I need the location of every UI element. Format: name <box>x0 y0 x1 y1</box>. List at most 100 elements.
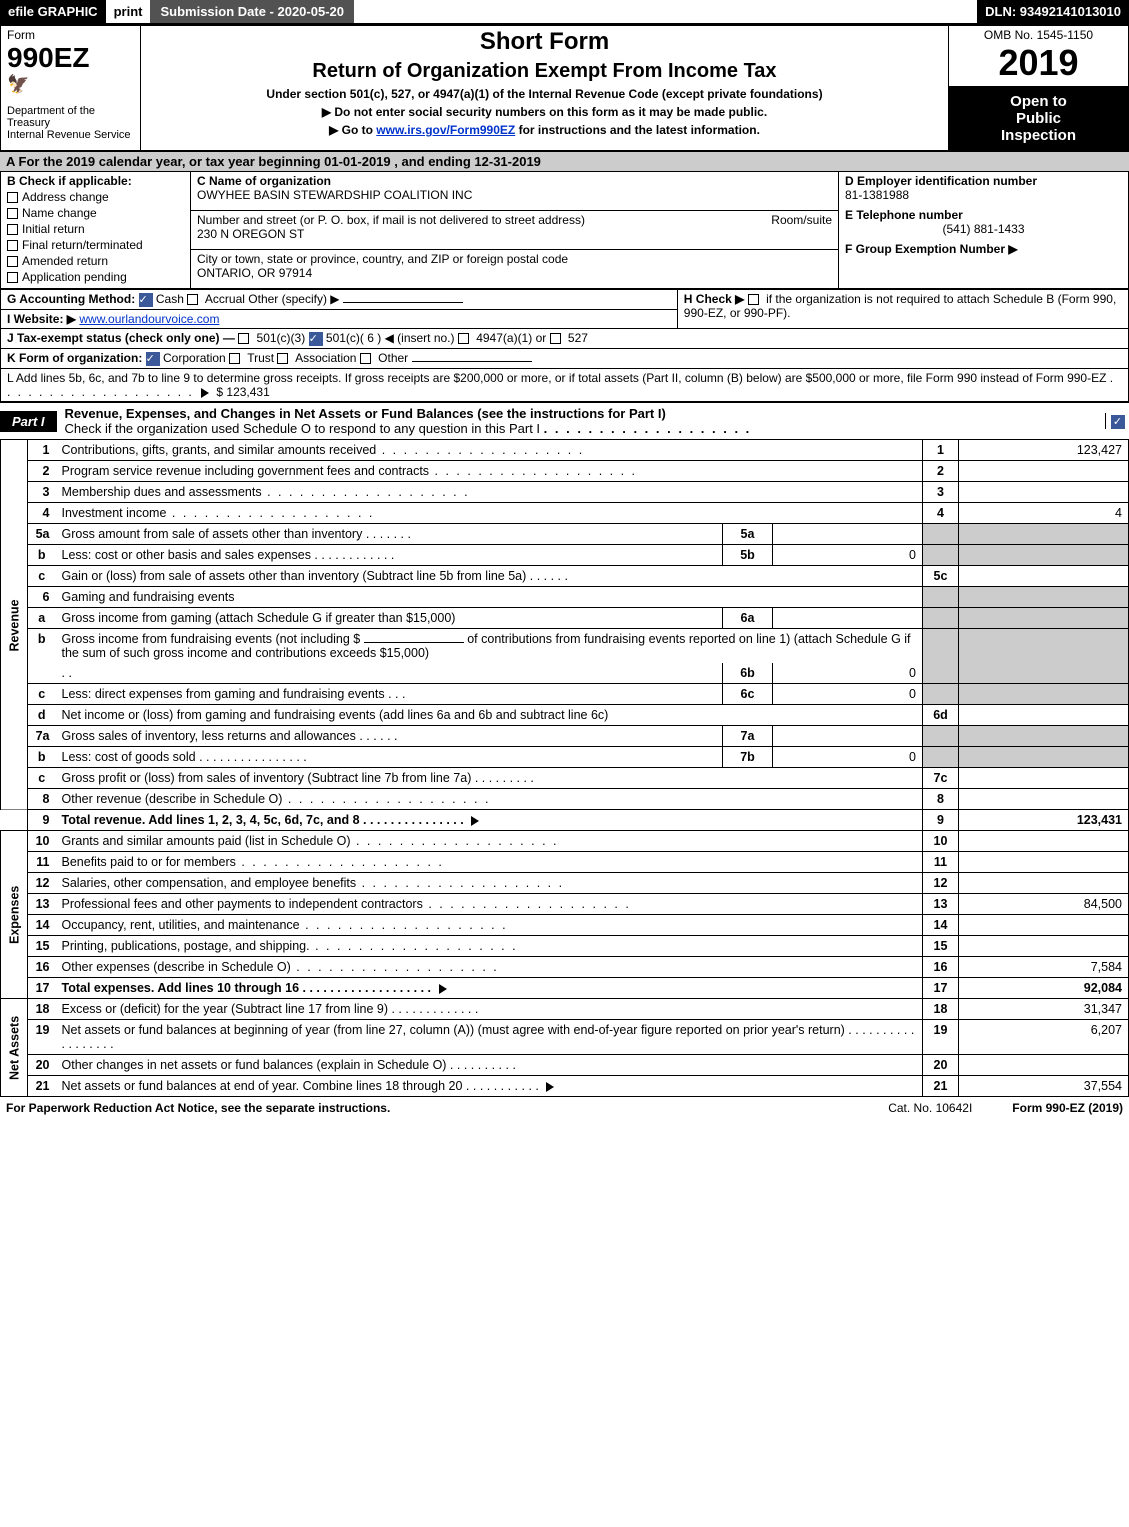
line-5c-amt <box>959 566 1129 587</box>
tax-year: 2019 <box>955 42 1122 84</box>
checkbox-501c[interactable]: ✓ <box>309 332 323 346</box>
form-rows-table: Revenue 1 Contributions, gifts, grants, … <box>0 440 1129 1097</box>
line-20-col: 20 <box>923 1055 959 1076</box>
expenses-side-label: Expenses <box>1 831 28 999</box>
b-check-label: B Check if applicable: <box>7 174 184 188</box>
line-6b-blank[interactable] <box>364 642 464 643</box>
4947-label: 4947(a)(1) or <box>476 331 546 345</box>
org-info-table: B Check if applicable: Address change Na… <box>0 171 1129 289</box>
checkbox-address-change[interactable] <box>7 192 18 203</box>
line-2-num: 2 <box>28 461 56 482</box>
shaded-cell <box>923 524 959 545</box>
line-1-col: 1 <box>923 440 959 461</box>
tax-period-line: A For the 2019 calendar year, or tax yea… <box>0 152 1129 171</box>
shaded-cell <box>923 545 959 566</box>
line-15-num: 15 <box>28 936 56 957</box>
shaded-cell <box>959 663 1129 684</box>
other-method-input[interactable] <box>343 302 463 303</box>
shaded-cell <box>959 684 1129 705</box>
shaded-cell <box>923 684 959 705</box>
527-label: 527 <box>568 331 588 345</box>
line-10-num: 10 <box>28 831 56 852</box>
checkbox-name-change[interactable] <box>7 208 18 219</box>
line-17-col: 17 <box>923 978 959 999</box>
checkbox-association[interactable] <box>277 353 288 364</box>
line-16-amt: 7,584 <box>959 957 1129 978</box>
shaded-cell <box>959 629 1129 664</box>
line-21-num: 21 <box>28 1076 56 1097</box>
checkbox-pending[interactable] <box>7 272 18 283</box>
g-label: G Accounting Method: <box>7 292 135 306</box>
line-10-col: 10 <box>923 831 959 852</box>
other-org-input[interactable] <box>412 361 532 362</box>
l-amount: $ 123,431 <box>216 385 269 399</box>
form-reference: Form 990-EZ (2019) <box>1012 1101 1123 1115</box>
line-5b-desc: Less: cost or other basis and sales expe… <box>62 548 311 562</box>
checkbox-amended[interactable] <box>7 256 18 267</box>
final-return-label: Final return/terminated <box>22 238 143 252</box>
street-label: Number and street (or P. O. box, if mail… <box>197 213 585 227</box>
line-6d-desc: Net income or (loss) from gaming and fun… <box>56 705 923 726</box>
inspection-box: Open to Public Inspection <box>949 87 1128 150</box>
checkbox-accrual[interactable] <box>187 294 198 305</box>
checkbox-final-return[interactable] <box>7 240 18 251</box>
line-7c-desc: Gross profit or (loss) from sales of inv… <box>62 771 472 785</box>
shaded-cell <box>959 608 1129 629</box>
checkbox-527[interactable] <box>550 333 561 344</box>
line-11-num: 11 <box>28 852 56 873</box>
line-18-col: 18 <box>923 999 959 1020</box>
addr-change-label: Address change <box>22 190 109 204</box>
irs-label: Internal Revenue Service <box>7 129 134 141</box>
checkbox-other-org[interactable] <box>360 353 371 364</box>
c-name-label: C Name of organization <box>197 174 832 188</box>
line-13-amt: 84,500 <box>959 894 1129 915</box>
other-org-label: Other <box>378 351 408 365</box>
line-21-desc: Net assets or fund balances at end of ye… <box>62 1079 463 1093</box>
line-1-amt: 123,427 <box>959 440 1129 461</box>
amended-label: Amended return <box>22 254 108 268</box>
line-6-num: 6 <box>28 587 56 608</box>
line-1-num: 1 <box>28 440 56 461</box>
line-5a-desc: Gross amount from sale of assets other t… <box>62 527 363 541</box>
line-6b-inl: 6b <box>723 663 773 684</box>
checkbox-initial-return[interactable] <box>7 224 18 235</box>
irs-link[interactable]: www.irs.gov/Form990EZ <box>376 123 515 137</box>
checkbox-schedule-b[interactable] <box>748 294 759 305</box>
website-link[interactable]: www.ourlandourvoice.com <box>79 312 219 326</box>
line-19-col: 19 <box>923 1020 959 1055</box>
line-5b-num: b <box>28 545 56 566</box>
street-value: 230 N OREGON ST <box>197 227 832 241</box>
return-title: Return of Organization Exempt From Incom… <box>147 60 942 83</box>
city-label: City or town, state or province, country… <box>197 252 832 266</box>
line-6c-inlamt: 0 <box>773 684 923 705</box>
checkbox-501c3[interactable] <box>238 333 249 344</box>
line-5a-inl: 5a <box>723 524 773 545</box>
print-button[interactable]: print <box>106 0 151 23</box>
checkbox-cash[interactable]: ✓ <box>139 293 153 307</box>
part-i-check-text: Check if the organization used Schedule … <box>65 421 541 436</box>
line-14-desc: Occupancy, rent, utilities, and maintena… <box>62 918 300 932</box>
checkbox-schedule-o[interactable]: ✓ <box>1111 415 1125 429</box>
line-6a-desc: Gross income from gaming (attach Schedul… <box>62 611 456 625</box>
city-value: ONTARIO, OR 97914 <box>197 266 832 280</box>
form-number: 990EZ <box>7 42 134 74</box>
line-17-num: 17 <box>28 978 56 999</box>
line-14-col: 14 <box>923 915 959 936</box>
checkbox-trust[interactable] <box>229 353 240 364</box>
checkbox-corporation[interactable]: ✓ <box>146 352 160 366</box>
line-9-amt: 123,431 <box>959 810 1129 831</box>
line-18-desc: Excess or (deficit) for the year (Subtra… <box>62 1002 389 1016</box>
dots <box>376 443 584 457</box>
form-label: Form <box>7 28 134 42</box>
line-8-col: 8 <box>923 789 959 810</box>
dots <box>262 485 470 499</box>
line-5a-num: 5a <box>28 524 56 545</box>
line-11-amt <box>959 852 1129 873</box>
checkbox-4947[interactable] <box>458 333 469 344</box>
line-16-num: 16 <box>28 957 56 978</box>
line-16-desc: Other expenses (describe in Schedule O) <box>62 960 291 974</box>
dots <box>310 939 518 953</box>
501c3-label: 501(c)(3) <box>257 331 306 345</box>
line-9-desc: Total revenue. Add lines 1, 2, 3, 4, 5c,… <box>62 813 360 827</box>
j-label: J Tax-exempt status (check only one) — <box>7 331 235 345</box>
